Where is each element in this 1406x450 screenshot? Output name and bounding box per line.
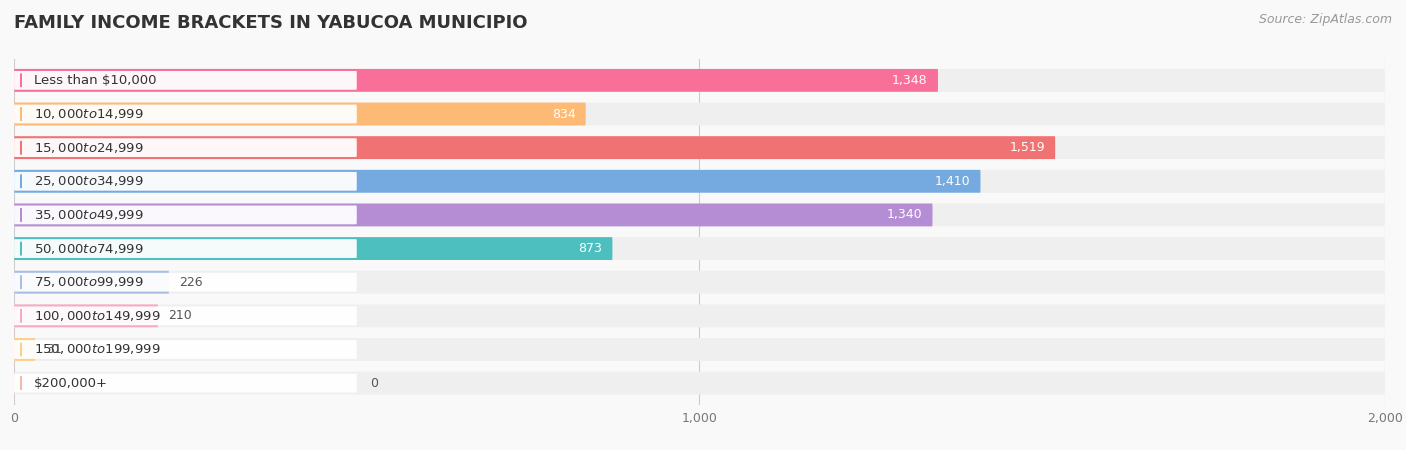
FancyBboxPatch shape (14, 103, 586, 126)
FancyBboxPatch shape (14, 271, 169, 294)
FancyBboxPatch shape (14, 69, 1385, 92)
Text: $10,000 to $14,999: $10,000 to $14,999 (34, 107, 143, 121)
Text: 1,340: 1,340 (887, 208, 922, 221)
Text: $200,000+: $200,000+ (34, 377, 107, 390)
Text: 31: 31 (45, 343, 62, 356)
FancyBboxPatch shape (14, 304, 1385, 327)
FancyBboxPatch shape (14, 271, 1385, 294)
FancyBboxPatch shape (14, 239, 357, 258)
Text: $50,000 to $74,999: $50,000 to $74,999 (34, 242, 143, 256)
FancyBboxPatch shape (14, 304, 157, 327)
Text: 834: 834 (551, 108, 575, 121)
FancyBboxPatch shape (14, 136, 1385, 159)
Text: 210: 210 (169, 309, 193, 322)
FancyBboxPatch shape (14, 172, 357, 191)
FancyBboxPatch shape (14, 69, 938, 92)
FancyBboxPatch shape (14, 170, 1385, 193)
Text: $35,000 to $49,999: $35,000 to $49,999 (34, 208, 143, 222)
Text: $75,000 to $99,999: $75,000 to $99,999 (34, 275, 143, 289)
FancyBboxPatch shape (14, 340, 357, 359)
Text: 1,348: 1,348 (891, 74, 928, 87)
FancyBboxPatch shape (14, 71, 357, 90)
FancyBboxPatch shape (14, 138, 357, 157)
Text: $25,000 to $34,999: $25,000 to $34,999 (34, 174, 143, 188)
FancyBboxPatch shape (14, 136, 1056, 159)
FancyBboxPatch shape (14, 338, 1385, 361)
Text: 1,410: 1,410 (935, 175, 970, 188)
Text: 1,519: 1,519 (1010, 141, 1045, 154)
FancyBboxPatch shape (14, 306, 357, 325)
FancyBboxPatch shape (14, 374, 357, 392)
Text: 0: 0 (371, 377, 378, 390)
FancyBboxPatch shape (14, 206, 357, 224)
Text: 873: 873 (578, 242, 602, 255)
FancyBboxPatch shape (14, 338, 35, 361)
Text: $150,000 to $199,999: $150,000 to $199,999 (34, 342, 160, 356)
FancyBboxPatch shape (14, 103, 1385, 126)
FancyBboxPatch shape (14, 237, 613, 260)
FancyBboxPatch shape (14, 237, 1385, 260)
FancyBboxPatch shape (14, 105, 357, 123)
Text: 226: 226 (179, 276, 202, 289)
FancyBboxPatch shape (14, 203, 1385, 226)
Text: $15,000 to $24,999: $15,000 to $24,999 (34, 141, 143, 155)
Text: Less than $10,000: Less than $10,000 (34, 74, 156, 87)
FancyBboxPatch shape (14, 372, 1385, 395)
FancyBboxPatch shape (14, 170, 980, 193)
FancyBboxPatch shape (14, 203, 932, 226)
Text: $100,000 to $149,999: $100,000 to $149,999 (34, 309, 160, 323)
Text: FAMILY INCOME BRACKETS IN YABUCOA MUNICIPIO: FAMILY INCOME BRACKETS IN YABUCOA MUNICI… (14, 14, 527, 32)
Text: Source: ZipAtlas.com: Source: ZipAtlas.com (1258, 14, 1392, 27)
FancyBboxPatch shape (14, 273, 357, 292)
